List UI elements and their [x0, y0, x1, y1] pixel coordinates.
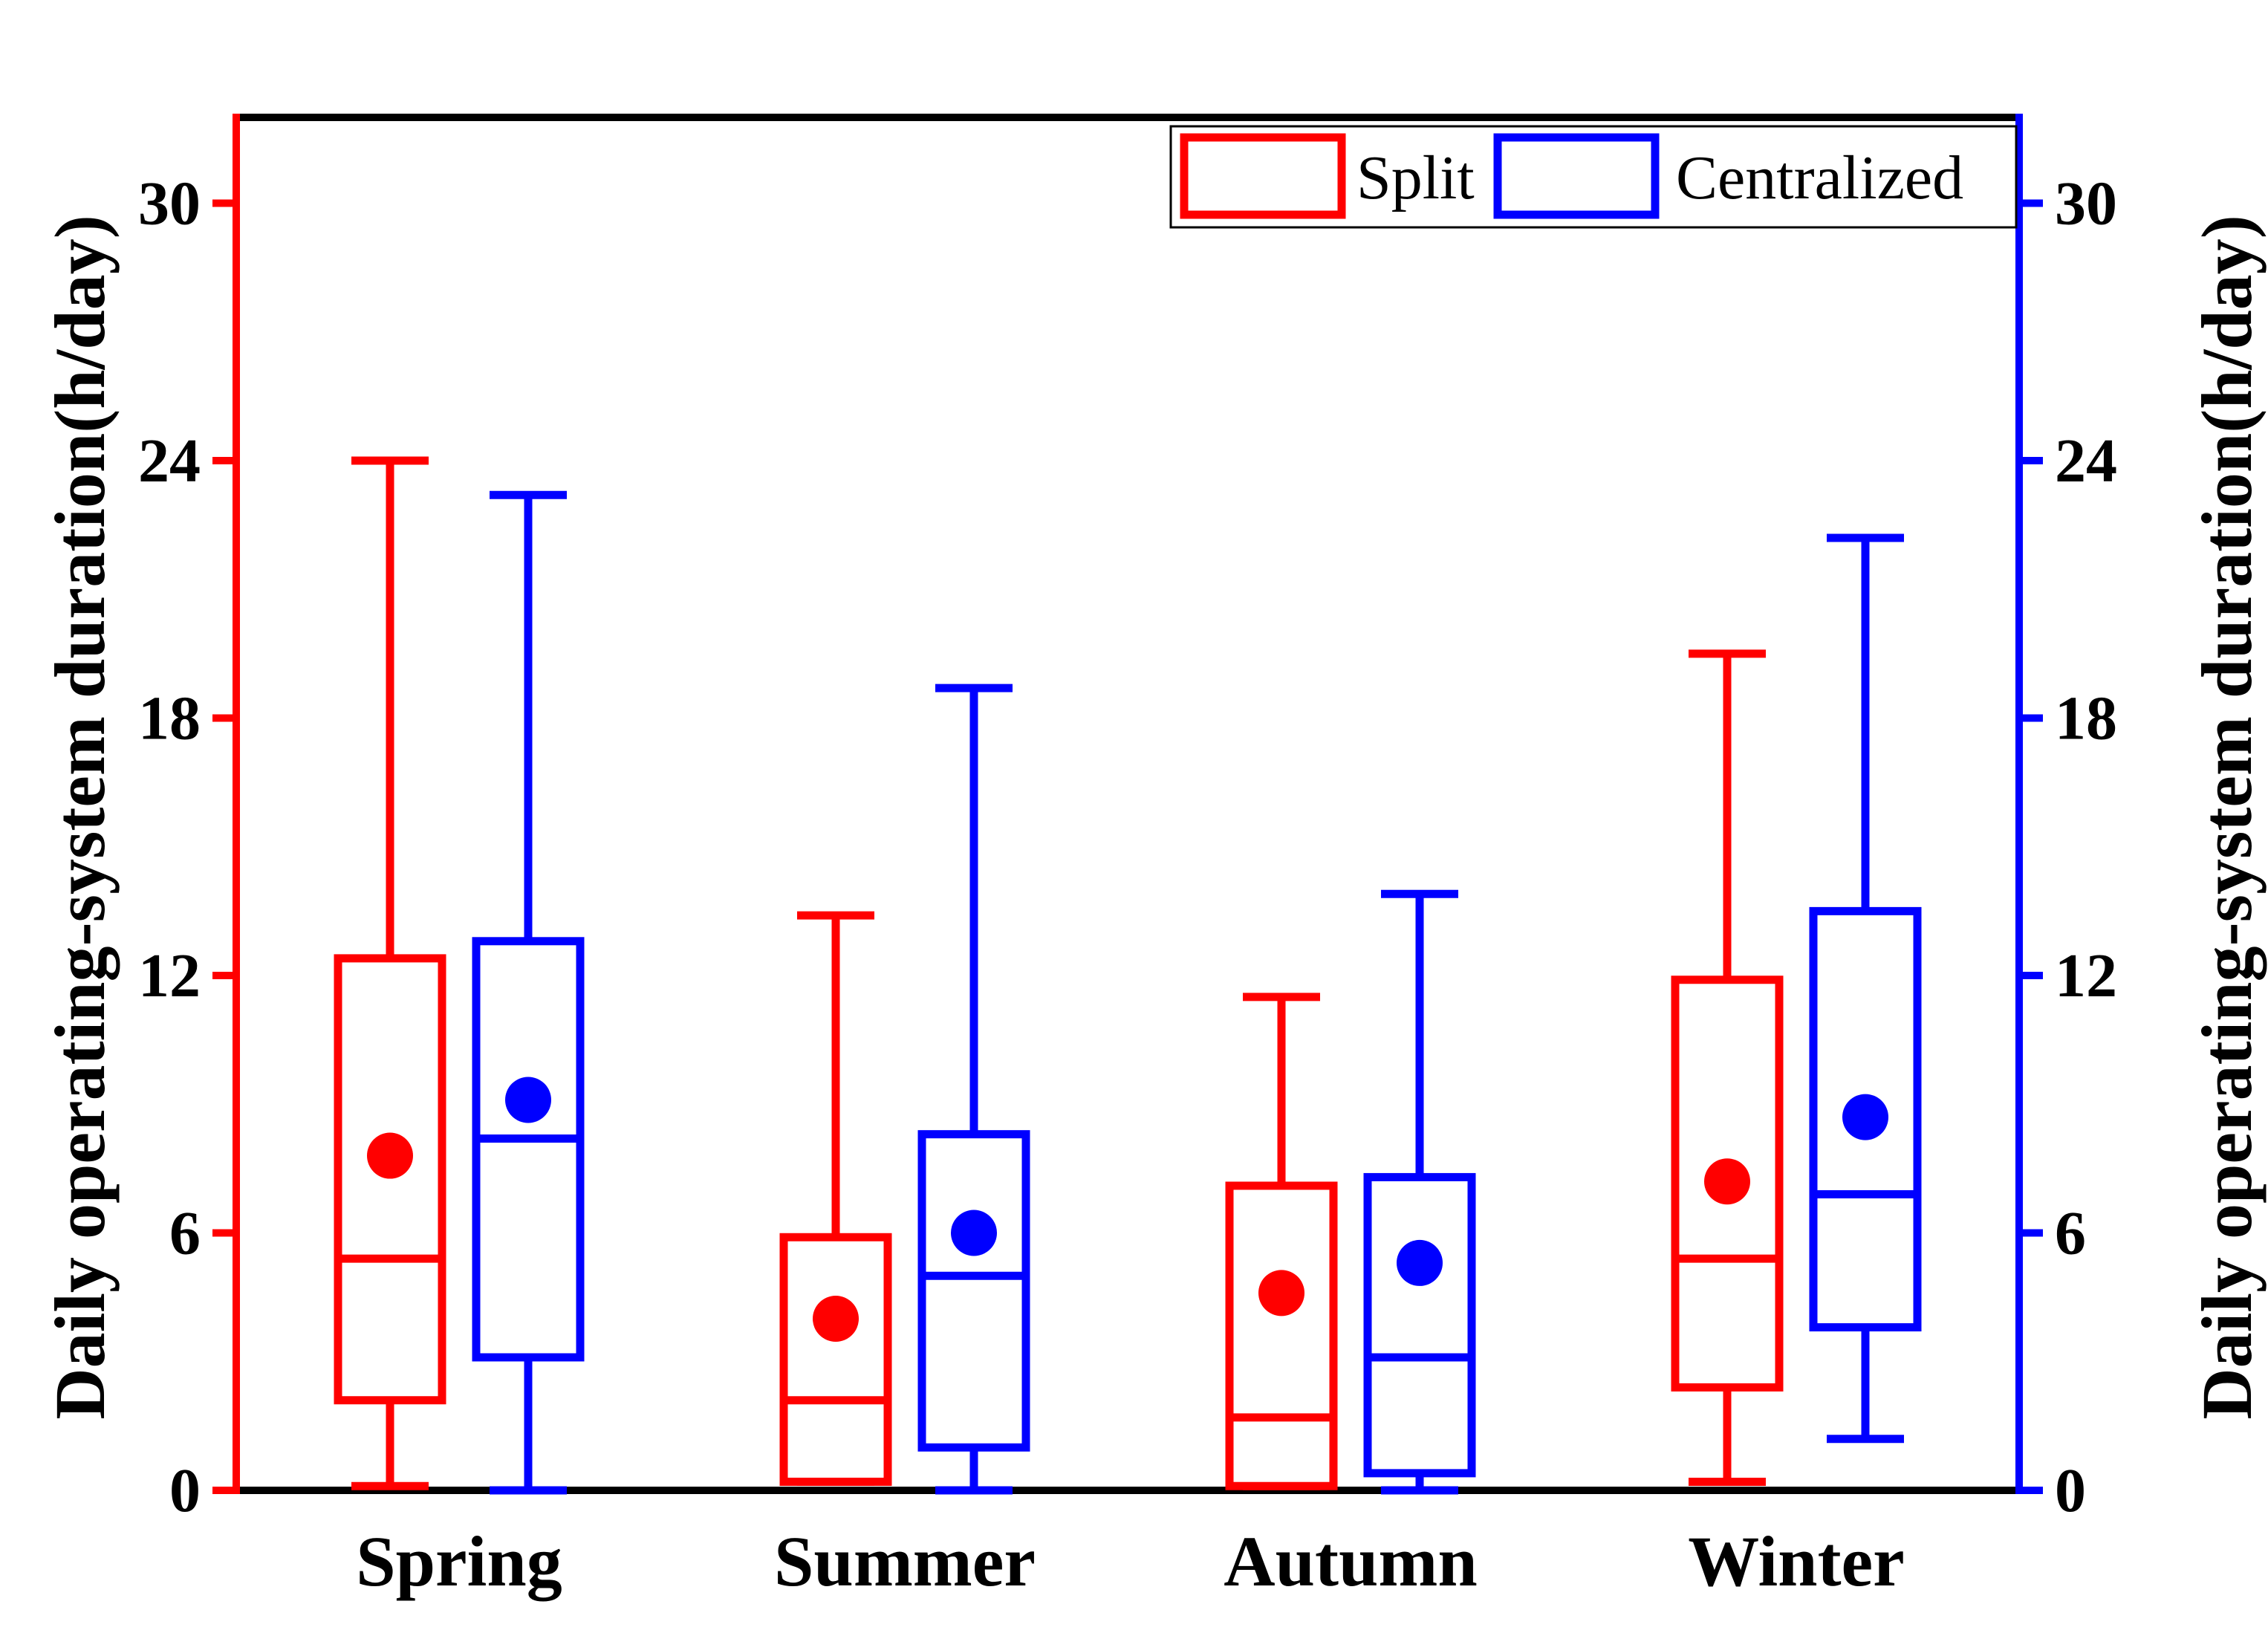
right-y-axis: 0 6 12 18 24 30 [2015, 114, 2117, 1525]
legend: Split Centralized [1169, 125, 2018, 229]
mean-marker [1258, 1270, 1304, 1317]
box-iqr [334, 954, 446, 1405]
box-centralized-spring [472, 490, 585, 1495]
mean-marker [951, 1210, 997, 1256]
left-y-tick-label: 0 [169, 1456, 201, 1525]
mean-marker [367, 1132, 413, 1179]
x-tick-label: Autumn [1224, 1522, 1477, 1601]
box-split-winter [1671, 649, 1784, 1486]
box-centralized-summer [917, 684, 1030, 1495]
mean-marker [813, 1296, 859, 1342]
box-series [334, 456, 1922, 1495]
left-y-tick-label: 30 [138, 169, 201, 238]
right-y-tick-label: 24 [2055, 426, 2117, 496]
box-split-spring [334, 456, 446, 1490]
x-tick-label: Spring [356, 1522, 562, 1601]
box-centralized-autumn [1363, 889, 1476, 1495]
box-centralized-winter [1809, 533, 1922, 1444]
legend-label: Centralized [1676, 143, 1963, 212]
right-y-tick-label: 30 [2055, 169, 2117, 238]
box-split-summer [779, 911, 892, 1486]
left-y-tick-label: 24 [138, 426, 201, 496]
mean-marker [505, 1077, 551, 1123]
right-y-tick-label: 6 [2055, 1199, 2086, 1268]
mean-marker [1397, 1239, 1443, 1286]
legend-swatch [1180, 133, 1346, 219]
mean-marker [1704, 1158, 1750, 1205]
right-y-tick-label: 0 [2055, 1456, 2086, 1525]
legend-swatch [1493, 133, 1660, 219]
right-y-tick-label: 18 [2055, 684, 2117, 753]
x-tick-label: Summer [774, 1522, 1036, 1601]
right-y-tick-label: 12 [2055, 941, 2117, 1010]
left-y-axis: 0 6 12 18 24 30 [138, 114, 240, 1525]
x-axis: Spring Summer Autumn Winter [356, 1522, 1904, 1601]
box-iqr [472, 937, 585, 1362]
left-y-tick-label: 18 [138, 684, 201, 753]
box-iqr [1225, 1181, 1338, 1490]
legend-entry-centralized: Centralized [1493, 133, 1963, 219]
legend-entry-split: Split [1180, 133, 1475, 219]
box-iqr [779, 1233, 892, 1486]
box-iqr [1809, 906, 1922, 1332]
left-y-axis-title: Daily operating-system duration(h/day) [40, 215, 120, 1419]
mean-marker [1842, 1094, 1888, 1140]
legend-label: Split [1356, 143, 1475, 212]
left-y-tick-label: 12 [138, 941, 201, 1010]
x-tick-label: Winter [1688, 1522, 1905, 1601]
box-split-autumn [1225, 993, 1338, 1490]
left-y-tick-label: 6 [169, 1199, 201, 1268]
right-y-axis-title: Daily operating-system duration(h/day) [2187, 215, 2267, 1419]
box-iqr [1363, 1172, 1476, 1478]
box-iqr [917, 1130, 1030, 1452]
